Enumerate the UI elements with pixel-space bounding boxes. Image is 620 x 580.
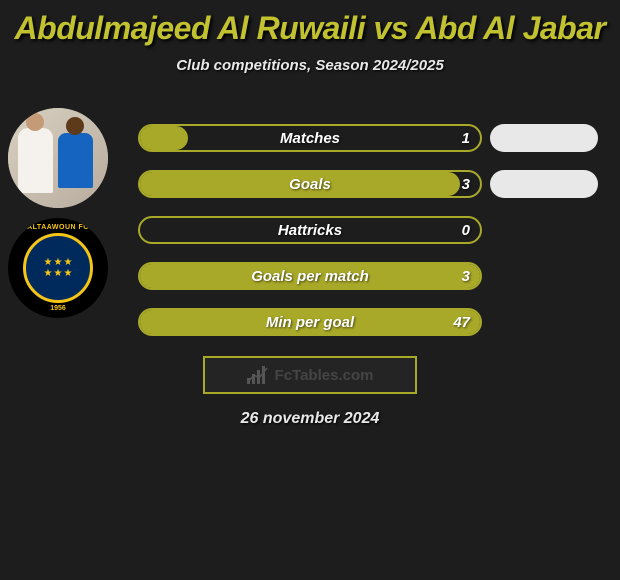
side-pill — [490, 170, 598, 198]
club-badge: ALTAAWOUN FC ★★★ ★★★ 1956 — [8, 218, 108, 318]
figure-silhouette-left — [18, 128, 53, 193]
stat-bar: Goals per match3 — [138, 262, 482, 290]
page-title: Abdulmajeed Al Ruwaili vs Abd Al Jabar — [0, 0, 620, 47]
watermark-box: FcTables.com — [203, 356, 417, 394]
stat-bar: Matches1 — [138, 124, 482, 152]
stat-bar-value: 1 — [462, 126, 470, 150]
stat-bar-fill — [140, 172, 460, 196]
player-avatar — [8, 108, 108, 208]
side-pill-region — [490, 124, 598, 216]
club-name-text: ALTAAWOUN FC — [8, 224, 108, 231]
stat-bar-fill — [140, 310, 480, 334]
stat-bars-region: Matches1 Goals3 Hattricks0 Goals per match3… — [138, 124, 482, 354]
date-text: 26 november 2024 — [0, 410, 620, 428]
page-subtitle: Club competitions, Season 2024/2025 — [0, 57, 620, 74]
stat-bar-value: 0 — [462, 218, 470, 242]
stat-bar: Hattricks0 — [138, 216, 482, 244]
figure-silhouette-right — [58, 133, 93, 188]
chart-icon — [247, 366, 269, 384]
avatar-column: ALTAAWOUN FC ★★★ ★★★ 1956 — [8, 108, 108, 328]
stat-bar-label: Hattricks — [140, 218, 480, 242]
stat-bar-fill — [140, 126, 188, 150]
stat-bar-value: 3 — [462, 172, 470, 196]
stat-bar-label: Matches — [140, 126, 480, 150]
stat-bar-fill — [140, 264, 480, 288]
comparison-card: Abdulmajeed Al Ruwaili vs Abd Al Jabar C… — [0, 0, 620, 580]
club-stars-icon: ★★★ ★★★ — [44, 258, 73, 279]
club-badge-inner: ★★★ ★★★ — [23, 233, 93, 303]
side-pill — [490, 124, 598, 152]
watermark-text: FcTables.com — [275, 367, 374, 384]
stat-bar: Min per goal47 — [138, 308, 482, 336]
player-photo-placeholder — [8, 108, 108, 208]
stat-bar: Goals3 — [138, 170, 482, 198]
club-year-text: 1956 — [8, 305, 108, 312]
